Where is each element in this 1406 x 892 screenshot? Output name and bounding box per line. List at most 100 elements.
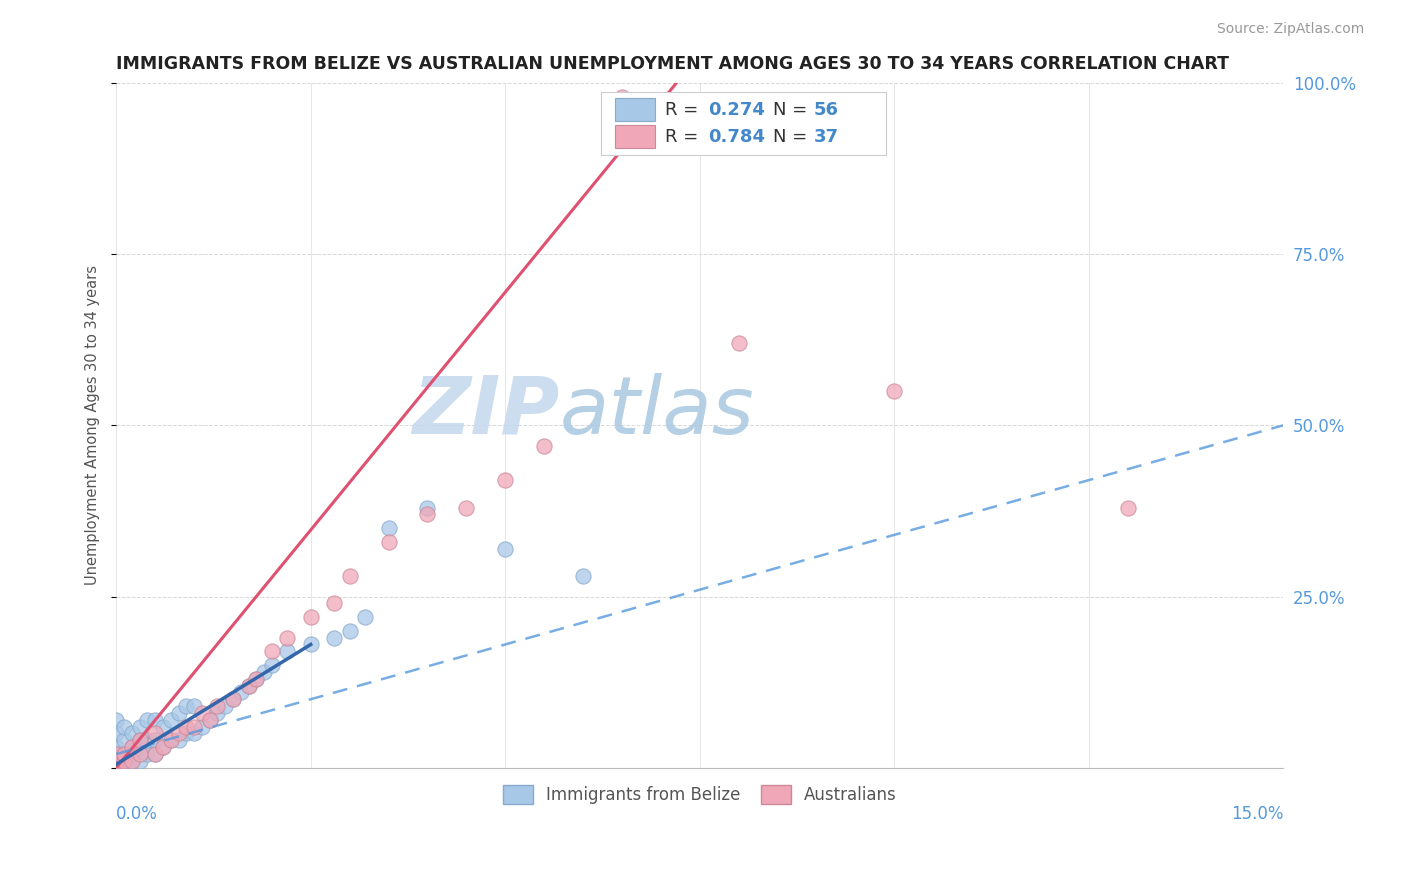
Point [167,733,190,747]
FancyBboxPatch shape [600,92,886,155]
Point [128,733,150,747]
Text: IMMIGRANTS FROM BELIZE VS AUSTRALIAN UNEMPLOYMENT AMONG AGES 30 TO 34 YEARS CORR: IMMIGRANTS FROM BELIZE VS AUSTRALIAN UNE… [117,55,1229,73]
Point [105,761,128,775]
Text: 0.0%: 0.0% [117,805,157,823]
Point [253,665,276,679]
Text: 0.784: 0.784 [707,128,765,146]
Point [222,692,245,706]
Point [121,754,143,768]
Point [121,754,143,768]
Text: 0.274: 0.274 [707,101,765,119]
Point [105,754,128,768]
Point [128,754,150,768]
Point [105,761,128,775]
Point [1116,500,1139,515]
Point [105,754,128,768]
Point [136,713,159,727]
Point [167,706,190,720]
Point [105,713,128,727]
Point [159,713,181,727]
Text: N =: N = [773,101,813,119]
Text: 37: 37 [814,128,839,146]
Point [128,747,150,761]
Point [143,733,166,747]
Point [112,747,135,761]
Point [238,679,260,693]
Point [105,761,128,775]
Point [167,726,190,740]
Point [136,747,159,761]
Point [128,720,150,734]
Point [121,747,143,761]
Point [143,726,166,740]
Point [222,692,245,706]
Point [191,720,214,734]
Point [377,534,399,549]
Point [128,740,150,755]
Point [143,713,166,727]
Point [494,473,516,487]
Point [174,726,197,740]
Point [112,747,135,761]
Text: R =: R = [665,101,703,119]
Point [339,624,361,638]
Point [159,733,181,747]
Point [260,644,283,658]
Point [105,740,128,755]
Point [214,699,236,714]
Point [121,726,143,740]
Point [339,569,361,583]
Point [238,679,260,693]
Point [152,720,174,734]
Point [572,569,595,583]
Point [323,596,346,610]
Point [299,610,322,624]
Point [198,713,221,727]
Point [276,631,298,645]
Point [610,89,633,103]
Point [152,740,174,755]
Text: Source: ZipAtlas.com: Source: ZipAtlas.com [1216,22,1364,37]
Point [152,740,174,755]
Point [299,637,322,651]
Point [112,761,135,775]
Text: atlas: atlas [560,373,755,450]
Point [112,754,135,768]
Point [416,500,439,515]
Point [121,740,143,755]
Point [207,699,229,714]
Point [260,658,283,673]
Point [105,747,128,761]
Point [159,733,181,747]
Point [112,733,135,747]
Point [323,631,346,645]
Point [191,706,214,720]
Point [354,610,377,624]
Text: R =: R = [665,128,703,146]
Point [198,713,221,727]
Point [245,672,267,686]
Point [128,733,150,747]
Point [883,384,905,398]
Bar [614,98,655,120]
Point [143,747,166,761]
Point [276,644,298,658]
Point [456,500,478,515]
Bar [614,126,655,148]
Point [112,720,135,734]
Text: N =: N = [773,128,813,146]
Point [112,754,135,768]
Point [105,761,128,775]
Text: ZIP: ZIP [412,373,560,450]
Y-axis label: Unemployment Among Ages 30 to 34 years: Unemployment Among Ages 30 to 34 years [86,265,100,585]
Point [377,521,399,535]
Point [105,761,128,775]
Point [533,439,555,453]
Point [494,541,516,556]
Point [143,747,166,761]
Point [136,733,159,747]
Point [183,726,205,740]
Point [245,672,267,686]
Legend: Immigrants from Belize, Australians: Immigrants from Belize, Australians [496,779,903,811]
Point [105,726,128,740]
